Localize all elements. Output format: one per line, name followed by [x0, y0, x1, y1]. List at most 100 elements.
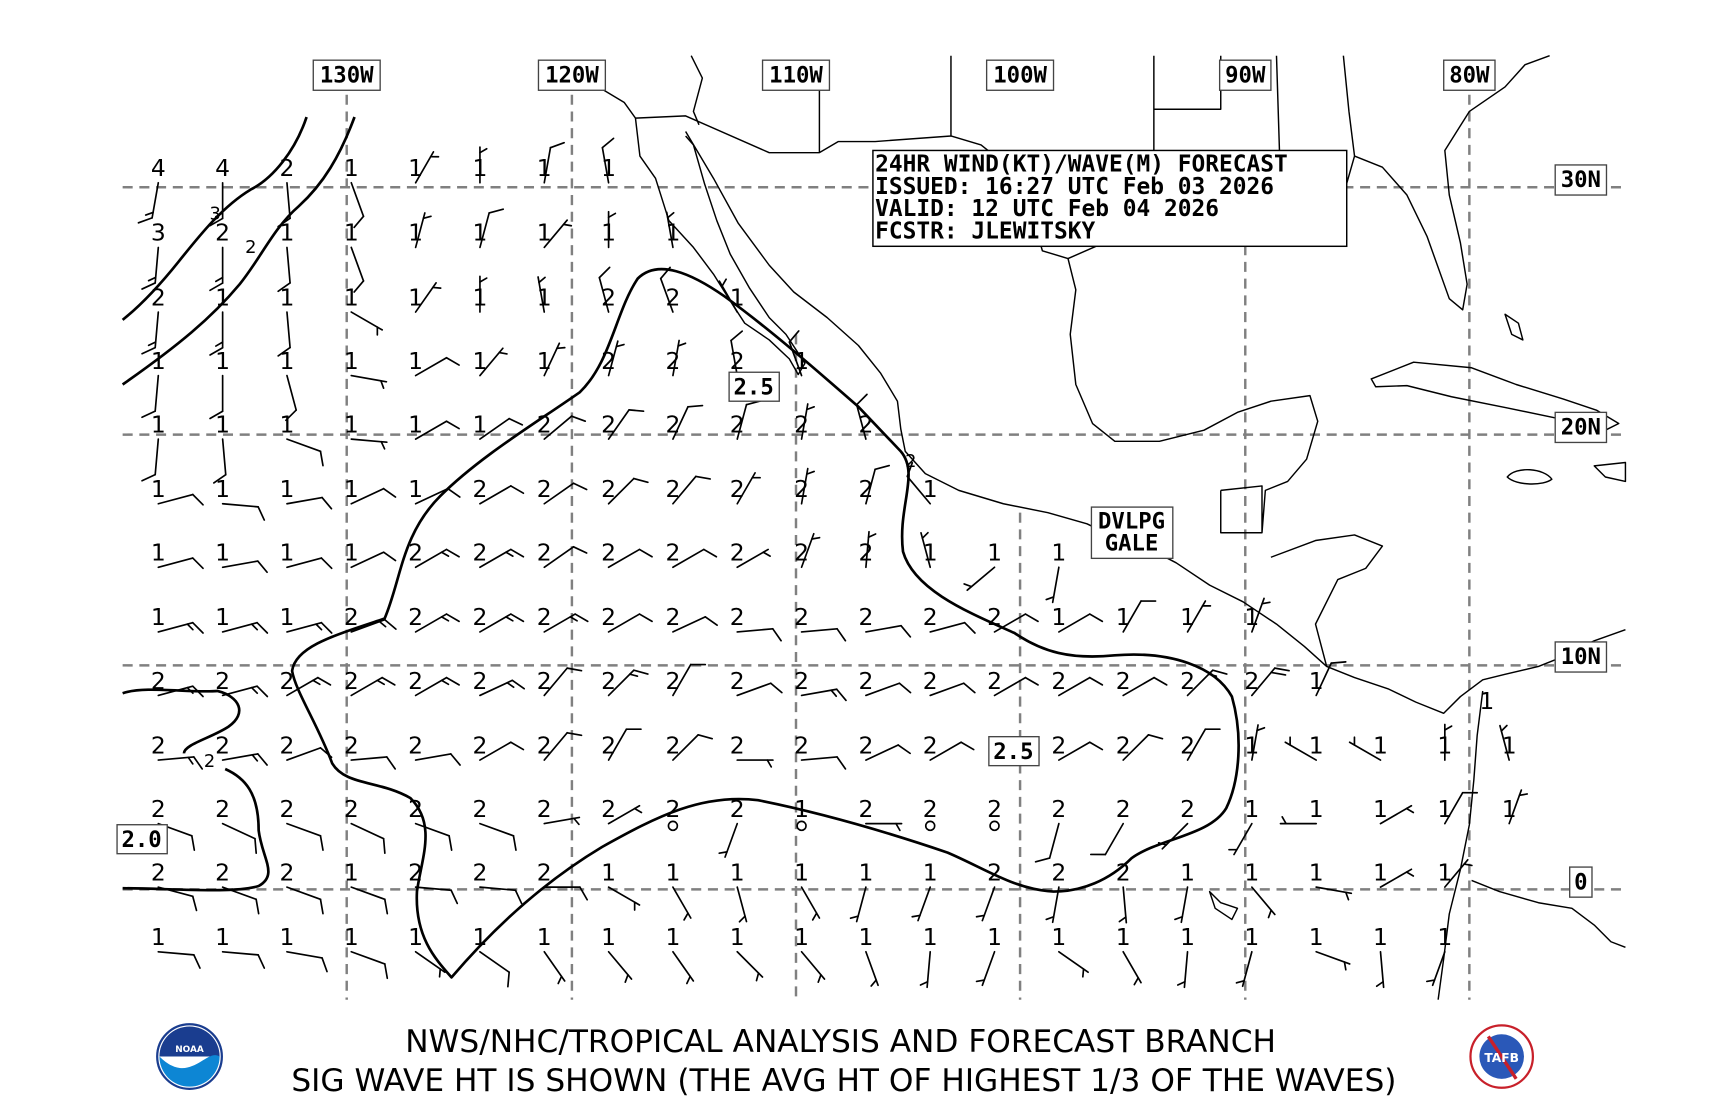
wind-barb — [479, 275, 488, 313]
wind-barb — [543, 415, 587, 440]
wind-barb — [285, 374, 298, 422]
wave-height-label: 2 — [987, 858, 1002, 886]
contour-label-north: 2.5 — [728, 371, 780, 402]
wave-height-label: 1 — [151, 347, 166, 375]
wave-height-label: 1 — [1502, 731, 1517, 759]
wind-barb — [993, 613, 1039, 633]
forecast-header: 24HR WIND(KT)/WAVE(M) FORECAST ISSUED: 1… — [872, 149, 1348, 248]
wind-barb — [1251, 886, 1276, 919]
wind-barb — [479, 741, 525, 761]
wind-barb — [865, 682, 912, 697]
wave-height-label: 1 — [408, 283, 423, 311]
wind-barb — [209, 246, 224, 292]
wind-barb — [221, 950, 266, 969]
wind-barb — [1058, 613, 1104, 633]
wind-barb — [1251, 724, 1266, 761]
wind-barb — [865, 530, 877, 569]
wave-height-label: 2 — [472, 539, 487, 567]
wind-barb — [601, 137, 615, 184]
wind-barb — [736, 682, 783, 697]
tafb-logo: TAFB — [1469, 1024, 1535, 1089]
wind-barb — [209, 181, 224, 227]
wave-height-label: 1 — [1437, 795, 1452, 823]
contour-2m-west-b — [122, 767, 270, 892]
wave-height-label: 2 — [151, 858, 166, 886]
wave-height-label: 1 — [1244, 603, 1259, 631]
wave-height-label: 1 — [344, 858, 359, 886]
wind-barb — [906, 461, 932, 505]
wave-height-label: 1 — [923, 858, 938, 886]
wind-barb — [221, 753, 268, 766]
wave-height-label: 1 — [1116, 923, 1131, 951]
wind-barb — [350, 886, 389, 915]
wind-barb — [141, 246, 160, 290]
wind-barb — [1174, 886, 1189, 924]
wind-barb — [141, 374, 160, 419]
wave-height-label: 2 — [472, 667, 487, 695]
wind-barb — [1058, 950, 1089, 978]
wave-height-labels: 4 4 2 1 1 1 1 1 3 2 1 1 1 1 1 1 1 2 1 1 1 1 1 1 2 2 1 1 1 1 1 1 1 1 2 2 2 1 1 1… — [151, 154, 1517, 951]
wind-barb — [800, 688, 847, 702]
wave-height-label: 1 — [1479, 687, 1494, 715]
wave-height-label: 1 — [601, 219, 616, 247]
wave-height-label: 1 — [1180, 858, 1195, 886]
wind-barb — [920, 531, 932, 569]
wave-height-label: 1 — [344, 219, 359, 247]
wind-barb — [286, 496, 333, 510]
wind-barb — [672, 950, 695, 985]
wind-barb — [1186, 669, 1228, 697]
wave-height-label: 2 — [215, 219, 230, 247]
wave-height-label: 1 — [344, 154, 359, 182]
wind-barb — [1118, 886, 1128, 924]
wave-height-label: 2 — [151, 667, 166, 695]
wind-barb — [479, 548, 525, 569]
wave-height-label: 1 — [601, 923, 616, 951]
wind-barb — [598, 266, 611, 313]
wind-barb — [1379, 868, 1415, 888]
wind-barb — [414, 487, 461, 505]
coastlines — [601, 55, 1627, 1000]
wave-height-label: 2 — [472, 795, 487, 823]
wind-barb — [414, 822, 453, 851]
wind-barb — [718, 822, 739, 858]
wave-height-label: 2 — [601, 731, 616, 759]
wave-height-label: 2 — [1051, 667, 1066, 695]
wind-barb — [667, 820, 679, 832]
wave-height-label: 1 — [280, 539, 295, 567]
wave-height-label: 4 — [151, 154, 166, 182]
wave-height-label: 2 — [923, 667, 938, 695]
wave-height-label: 2 — [794, 667, 809, 695]
wind-barb — [1443, 723, 1453, 761]
wind-barb — [286, 950, 328, 973]
wave-height-label: 1 — [151, 539, 166, 567]
wave-height-label: 1 — [665, 858, 680, 886]
wave-height-label: 2 — [665, 667, 680, 695]
wind-barb — [736, 759, 774, 768]
lat-label: 10N — [1561, 644, 1601, 670]
wave-height-label: 2 — [537, 731, 552, 759]
wave-height-label: 2 — [215, 858, 230, 886]
wave-height-label: 1 — [923, 923, 938, 951]
wind-barb — [607, 804, 643, 825]
wind-barb — [350, 181, 365, 229]
wind-barb — [1045, 566, 1060, 604]
wave-height-label: 2 — [537, 795, 552, 823]
svg-text:GALE: GALE — [1105, 531, 1159, 557]
wave-height-label: 2 — [1116, 795, 1131, 823]
wave-height-label: 2 — [730, 475, 745, 503]
wind-barb — [479, 417, 524, 440]
header-issued: ISSUED: 16:27 UTC Feb 03 2026 — [875, 174, 1274, 200]
wave-height-label: 1 — [215, 539, 230, 567]
contour-small-labels: 3 2 2 2 — [204, 204, 917, 772]
wind-barb — [865, 464, 891, 505]
wave-height-label: 2 — [344, 795, 359, 823]
wave-height-label: 2 — [858, 603, 873, 631]
footer-agency: NWS/NHC/TROPICAL ANALYSIS AND FORECAST B… — [405, 1024, 1276, 1060]
wave-height-label: 2 — [1180, 667, 1195, 695]
wave-height-label: 2 — [472, 603, 487, 631]
wind-barb — [736, 950, 764, 982]
wave-height-label: 2 — [730, 795, 745, 823]
wave-height-label: 2 — [794, 475, 809, 503]
wind-barb — [414, 886, 459, 905]
wave-height-label: 1 — [344, 410, 359, 438]
